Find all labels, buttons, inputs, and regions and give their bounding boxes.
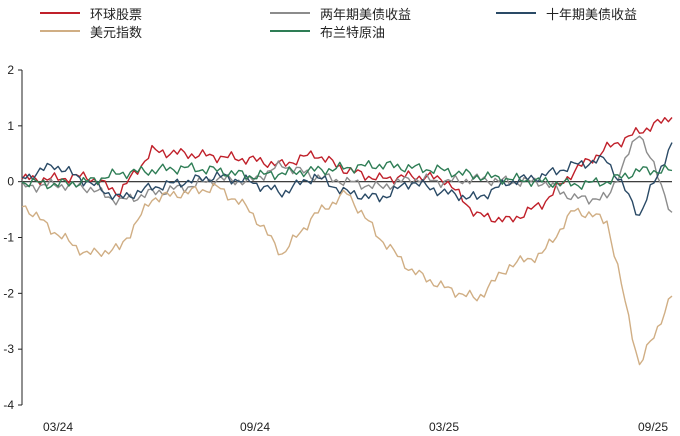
series-line-1 — [21, 135, 673, 213]
legend-label: 环球股票 — [90, 7, 143, 23]
series-line-0 — [21, 117, 673, 223]
series-line-3 — [21, 182, 673, 366]
series-line-4 — [21, 160, 673, 190]
legend-item-brent-crude: 布兰特原油 — [270, 22, 386, 41]
x-tick-label: 09/24 — [240, 420, 270, 434]
axes — [18, 69, 672, 406]
y-tick-label: -1 — [3, 231, 14, 245]
legend-label: 十年期美债收益 — [546, 7, 638, 23]
x-tick-label: 03/24 — [43, 420, 73, 434]
y-tick-label: -3 — [3, 342, 14, 356]
legend-swatch — [40, 30, 80, 32]
series-line-2 — [21, 142, 673, 216]
x-tick-label: 09/25 — [638, 420, 668, 434]
series-layer — [21, 117, 673, 366]
legend-swatch — [270, 30, 310, 32]
tick-labels: 2 1 0 -1 -2 -3 -4 03/24 09/24 03/25 09/25 — [3, 63, 668, 434]
legend-swatch — [270, 12, 310, 14]
legend-item-2y-treasury-yield: 两年期美债收益 — [270, 4, 412, 23]
legend-swatch — [40, 12, 80, 14]
x-tick-label: 03/25 — [429, 420, 459, 434]
y-tick-label: -4 — [3, 398, 14, 412]
y-tick-label: 1 — [7, 119, 14, 133]
y-tick-label: -2 — [3, 286, 14, 300]
legend-item-10y-treasury-yield: 十年期美债收益 — [496, 4, 638, 23]
legend: 环球股票 两年期美债收益 十年期美债收益 美元指数 布兰特原油 — [0, 0, 680, 44]
legend-label: 布兰特原油 — [320, 25, 386, 41]
y-tick-label: 0 — [7, 175, 14, 189]
legend-label: 两年期美债收益 — [320, 7, 412, 23]
legend-item-global-equities: 环球股票 — [40, 4, 143, 23]
legend-swatch — [496, 12, 536, 14]
y-tick-label: 2 — [7, 63, 14, 77]
legend-label: 美元指数 — [90, 25, 143, 41]
legend-item-usd-index: 美元指数 — [40, 22, 143, 41]
